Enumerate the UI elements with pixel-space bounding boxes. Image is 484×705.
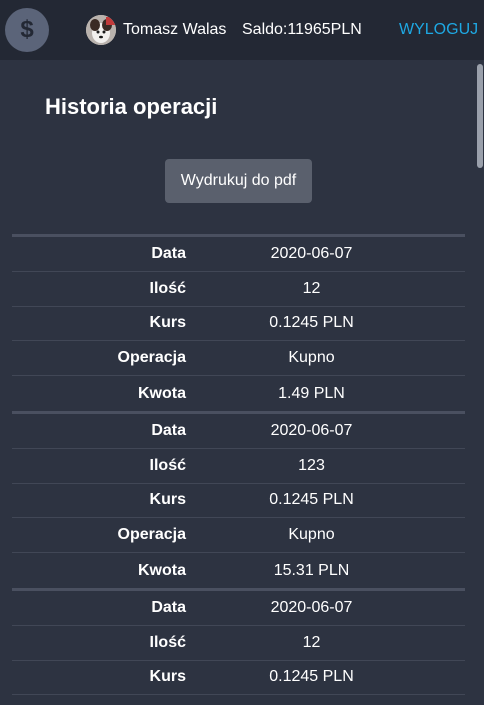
table-row: Operacja Kupno (12, 341, 465, 377)
amount-value: 15.31 PLN (273, 561, 350, 579)
date-value: 2020-06-07 (270, 598, 353, 616)
table-row: Kurs 0.1245 PLN (12, 307, 465, 342)
amount-label: Kwota (138, 384, 186, 402)
page-title: Historia operacji (45, 94, 218, 119)
operation-group: Data 2020-06-07 Ilość 123 Kurs 0.1245 PL… (12, 410, 465, 588)
operation-group: Data 2020-06-07 Ilość 12 Kurs 0.1245 PLN… (12, 587, 465, 705)
table-row: Data 2020-06-07 (12, 414, 465, 449)
rate-label: Kurs (149, 491, 186, 509)
print-pdf-button[interactable]: Wydrukuj do pdf (165, 159, 312, 203)
table-row: Operacja Kupno (12, 518, 465, 554)
table-row: Kwota 15.31 PLN (12, 553, 465, 588)
table-row: Kurs 0.1245 PLN (12, 484, 465, 519)
username: Tomasz Walas (123, 21, 227, 38)
scrollbar-thumb[interactable] (477, 64, 483, 168)
date-label: Data (151, 421, 186, 439)
operation-label: Operacja (117, 526, 186, 544)
date-value: 2020-06-07 (270, 244, 353, 262)
quantity-label: Ilość (149, 456, 186, 474)
date-label: Data (151, 598, 186, 616)
operation-label: Operacja (12, 704, 186, 705)
rate-value: 0.1245 PLN (269, 668, 354, 686)
rate-label: Kurs (149, 668, 186, 686)
operation-group: Data 2020-06-07 Ilość 12 Kurs 0.1245 PLN… (12, 234, 465, 411)
balance: Saldo:11965PLN (242, 21, 362, 38)
operations-table: Data 2020-06-07 Ilość 12 Kurs 0.1245 PLN… (12, 234, 465, 705)
rate-value: 0.1245 PLN (269, 314, 354, 332)
table-row: Kwota 1.49 PLN (12, 376, 465, 411)
quantity-value: 123 (298, 456, 325, 474)
amount-label: Kwota (138, 561, 186, 579)
rate-value: 0.1245 PLN (269, 491, 354, 509)
scrollbar[interactable] (476, 60, 484, 705)
quantity-label: Ilość (149, 279, 186, 297)
table-row: Data 2020-06-07 (12, 237, 465, 272)
quantity-value: 12 (302, 633, 321, 651)
quantity-label: Ilość (149, 633, 186, 651)
quantity-value: 12 (302, 279, 321, 297)
table-row: Ilość 12 (12, 272, 465, 307)
amount-value: 1.49 PLN (278, 384, 345, 402)
operation-value: Kupno (288, 526, 335, 544)
date-label: Data (151, 244, 186, 262)
operation-label: Operacja (117, 349, 186, 367)
table-row: Ilość 123 (12, 449, 465, 484)
table-row: Ilość 12 (12, 626, 465, 661)
operation-value: Sprzedaż (186, 704, 465, 705)
table-row: Kurs 0.1245 PLN (12, 661, 465, 696)
date-value: 2020-06-07 (270, 421, 353, 439)
table-row: Data 2020-06-07 (12, 591, 465, 626)
dollar-icon[interactable]: $ (5, 8, 49, 52)
operation-value: Kupno (288, 349, 335, 367)
rate-label: Kurs (149, 314, 186, 332)
logout-link[interactable]: WYLOGUJ (399, 21, 479, 38)
table-row: Operacja Sprzedaż (12, 695, 465, 705)
avatar[interactable] (86, 15, 116, 45)
navbar: $ Tomasz Walas Saldo:11965PLN WYLOGUJ (0, 0, 484, 60)
